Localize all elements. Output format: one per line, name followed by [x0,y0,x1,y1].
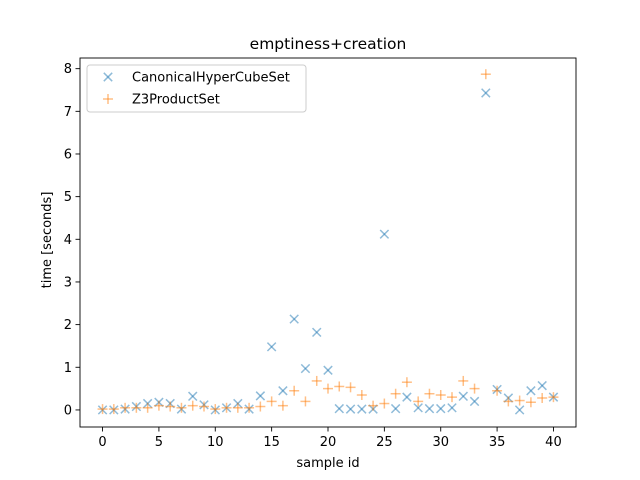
data-point [289,385,300,396]
data-point [390,403,401,414]
data-point [413,403,423,413]
data-point [469,383,480,394]
data-point [413,396,424,407]
data-point [503,396,514,407]
data-point [108,404,119,415]
data-point [379,229,390,239]
data-point [447,403,457,413]
x-tick-label: 10 [207,435,224,450]
data-point [266,396,277,407]
plot-area: 0 5 10 15 20 25 30 35 40 0 1 2 3 4 5 6 7 8 [64,57,577,450]
data-point [255,401,266,412]
data-point [266,342,277,352]
y-tick-label: 4 [64,233,72,248]
y-axis-label: time [seconds] [40,192,55,289]
x-tick-label: 20 [320,435,337,450]
data-point [97,404,108,415]
data-point [458,391,469,402]
data-point [424,388,435,399]
data-point [537,392,548,403]
data-point [323,365,333,375]
data-point [323,383,333,394]
data-point [334,403,345,414]
y-tick-label: 6 [64,147,72,162]
data-point [345,404,356,414]
data-point [345,382,356,393]
data-point [526,386,536,396]
data-point [401,377,412,388]
data-point [176,402,187,413]
data-point [469,396,480,407]
data-point [379,398,390,409]
data-point [142,402,153,413]
data-point [357,404,367,414]
data-point [368,400,379,411]
data-point [255,391,266,401]
data-point [278,386,288,396]
x-tick-label: 40 [545,435,562,450]
x-axis-label: sample id [296,456,359,471]
data-point [300,363,311,374]
data-point [514,395,525,406]
data-point [120,402,131,413]
y-tick-label: 1 [64,361,72,376]
y-tick-label: 7 [64,105,72,120]
data-point [277,400,288,411]
data-point [390,388,401,399]
legend: CanonicalHyperCubeSet Z3ProductSet [86,64,307,113]
x-tick-label: 0 [98,435,106,450]
data-point [187,400,198,411]
x-tick-label: 25 [376,435,393,450]
data-point [435,390,446,401]
data-point [210,404,221,415]
data-point [311,375,322,386]
data-point [356,390,367,401]
legend-frame [86,64,307,113]
data-point [244,402,255,413]
data-point [481,88,491,98]
data-point [424,403,435,414]
y-tick-label: 2 [64,318,72,333]
data-point [480,69,491,80]
data-point [187,391,198,402]
legend-marker [103,94,113,104]
data-point [311,327,322,338]
data-point [458,375,469,386]
legend-label: Z3ProductSet [132,93,220,108]
data-point [525,397,536,408]
data-point [537,380,547,391]
data-point [402,392,412,402]
data-point [435,403,446,414]
data-point [492,385,503,396]
data-point [199,401,209,412]
y-tick-label: 5 [64,190,72,205]
data-point [232,402,243,413]
data-point [447,392,457,403]
x-tick-label: 5 [155,435,163,450]
data-point [334,381,345,392]
data-point [221,402,232,413]
legend-label: CanonicalHyperCubeSet [132,71,290,86]
data-point [289,314,299,324]
data-point [153,400,164,411]
data-point [165,401,176,412]
data-point [548,392,559,403]
series-1 [97,69,559,415]
y-tick-label: 8 [64,62,72,77]
data-point [300,396,311,407]
x-tick-label: 35 [489,435,506,450]
chart-title: emptiness+creation [250,35,407,53]
x-tick-label: 30 [432,435,449,450]
data-point [514,405,525,415]
x-tick-label: 15 [263,435,280,450]
legend-marker [103,72,113,82]
y-tick-label: 0 [64,403,72,418]
data-point [131,402,142,413]
y-tick-label: 3 [64,275,72,290]
